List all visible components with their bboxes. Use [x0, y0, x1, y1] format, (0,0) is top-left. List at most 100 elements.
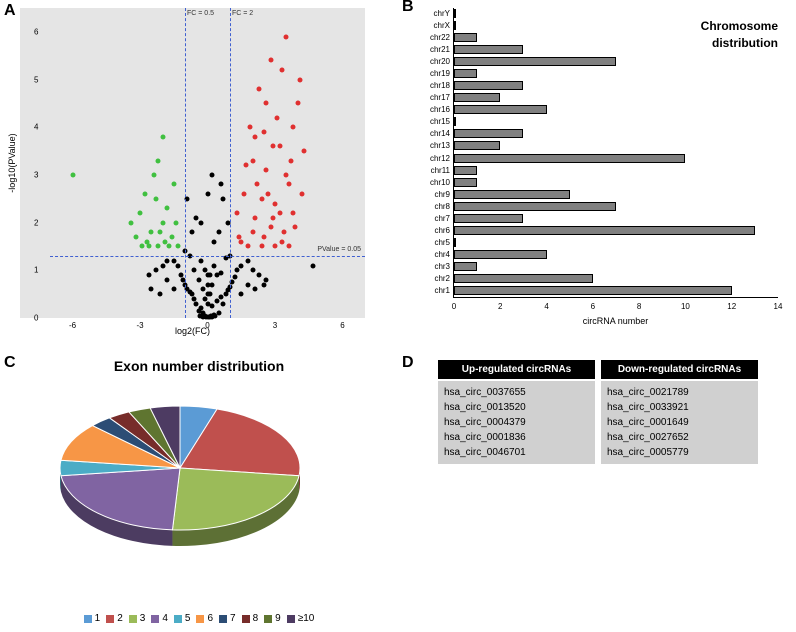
volcano-point — [147, 273, 152, 278]
bar-row: chr6 — [454, 226, 778, 236]
bar-row: chr14 — [454, 129, 778, 139]
volcano-point — [273, 244, 278, 249]
table-cell: hsa_circ_0046701 — [444, 445, 589, 460]
legend-item: 9 — [264, 613, 281, 624]
panel-a-label: A — [4, 2, 16, 20]
legend-swatch — [264, 615, 272, 623]
volcano-point — [261, 130, 266, 135]
legend-item: 4 — [151, 613, 168, 624]
volcano-point — [241, 192, 246, 197]
legend-item: 2 — [106, 613, 123, 624]
volcano-point — [210, 282, 215, 287]
header-down: Down-regulated circRNAs — [601, 360, 758, 379]
volcano-point — [178, 273, 183, 278]
bar-row-label: chr22 — [430, 33, 454, 42]
volcano-point — [261, 234, 266, 239]
panel-d: D Up-regulated circRNAs Down-regulated c… — [398, 350, 796, 632]
volcano-point — [239, 263, 244, 268]
volcano-point — [153, 196, 158, 201]
volcano-point — [237, 234, 242, 239]
legend-swatch — [84, 615, 92, 623]
volcano-point — [171, 182, 176, 187]
bar — [454, 141, 500, 150]
legend-item: 1 — [84, 613, 101, 624]
volcano-point — [192, 268, 197, 273]
volcano-point — [221, 196, 226, 201]
volcano-point — [198, 306, 203, 311]
bar-row-label: chr13 — [430, 141, 454, 150]
bar-row-label: chr18 — [430, 81, 454, 90]
legend-swatch — [196, 615, 204, 623]
table-cell: hsa_circ_0021789 — [607, 385, 752, 400]
bar — [454, 33, 477, 42]
legend-item: 3 — [129, 613, 146, 624]
table-body: hsa_circ_0037655hsa_circ_0013520hsa_circ… — [438, 381, 758, 464]
volcano-point — [248, 125, 253, 130]
volcano-point — [257, 273, 262, 278]
volcano-point — [234, 268, 239, 273]
volcano-point — [246, 258, 251, 263]
volcano-point — [210, 304, 215, 309]
volcano-point — [255, 182, 260, 187]
volcano-point — [275, 115, 280, 120]
volcano-point — [279, 68, 284, 73]
volcano-point — [246, 244, 251, 249]
volcano-point — [243, 163, 248, 168]
bar-row: chr7 — [454, 213, 778, 223]
volcano-point — [194, 301, 199, 306]
bar — [454, 214, 523, 223]
table-cell: hsa_circ_0004379 — [444, 415, 589, 430]
volcano-point — [234, 211, 239, 216]
volcano-point — [149, 287, 154, 292]
bar-row: chr10 — [454, 177, 778, 187]
bar-row: chr1 — [454, 286, 778, 296]
bar-row-label: chr7 — [434, 214, 454, 223]
bar — [454, 262, 477, 271]
volcano-point — [142, 192, 147, 197]
volcano-point — [153, 268, 158, 273]
volcano-point — [201, 287, 206, 292]
volcano-point — [264, 101, 269, 106]
panel-b: B Chromosome distribution chrYchrXchr22c… — [398, 0, 796, 350]
bar-xtick: 10 — [681, 302, 690, 311]
bar-row-label: chr14 — [430, 129, 454, 138]
volcano-point — [165, 277, 170, 282]
bar-row: chr5 — [454, 238, 778, 248]
volcano-point — [171, 287, 176, 292]
bar-row-label: chr12 — [430, 154, 454, 163]
volcano-point — [252, 287, 257, 292]
bar-xtick: 14 — [774, 302, 783, 311]
bar — [454, 166, 477, 175]
bar-row: chr3 — [454, 262, 778, 272]
bar — [454, 69, 477, 78]
bar-row: chr12 — [454, 153, 778, 163]
legend-swatch — [174, 615, 182, 623]
bar-xtick: 4 — [544, 302, 548, 311]
volcano-point — [198, 220, 203, 225]
volcano-point — [133, 234, 138, 239]
bar — [454, 21, 456, 30]
bar — [454, 274, 593, 283]
bar-row: chr9 — [454, 189, 778, 199]
volcano-point — [70, 172, 75, 177]
volcano-point — [293, 225, 298, 230]
volcano-point — [192, 296, 197, 301]
volcano-point — [158, 230, 163, 235]
bar-row: chr19 — [454, 68, 778, 78]
volcano-point — [239, 239, 244, 244]
table-cell: hsa_circ_0013520 — [444, 400, 589, 415]
bar-row: chr11 — [454, 165, 778, 175]
legend-label: 7 — [230, 613, 236, 624]
bar-row-label: chr15 — [430, 117, 454, 126]
legend-label: 3 — [140, 613, 146, 624]
volcano-point — [149, 230, 154, 235]
volcano-point — [270, 144, 275, 149]
volcano-point — [259, 244, 264, 249]
legend-label: 4 — [162, 613, 168, 624]
volcano-point — [221, 301, 226, 306]
bar-row: chr8 — [454, 201, 778, 211]
volcano-plot: -log10(PValue) log2(FC) PValue = 0.05FC … — [20, 8, 365, 318]
legend-item: 5 — [174, 613, 191, 624]
bar — [454, 93, 500, 102]
volcano-point — [219, 182, 224, 187]
